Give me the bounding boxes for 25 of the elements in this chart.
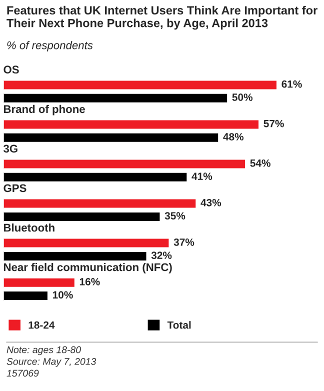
data-label: 41% (192, 172, 212, 180)
y-tick-label: Brand of phone (4, 104, 85, 116)
data-label: 54% (250, 159, 270, 167)
y-tick-label: GPS (4, 184, 26, 192)
y-tick-label: Bluetooth (4, 223, 54, 232)
data-label: 37% (174, 238, 194, 246)
text: 157069 (6, 370, 39, 377)
chart-title: Features that UK Internet Users Think Are Important for Their Next Phone Purchase, by Age, April 2013 (6, 6, 318, 30)
data-label: 35% (164, 212, 186, 220)
data-label: 48% (223, 133, 244, 140)
data-label: 50% (232, 94, 253, 101)
source-note: Source: May 7, 2013 (6, 358, 96, 367)
data-label: 61% (282, 80, 302, 88)
data-label: 32% (151, 252, 172, 260)
data-label: 57% (264, 120, 284, 128)
text: Note: ages 18-80 (6, 346, 81, 356)
y-tick-label: 3G (3, 144, 18, 153)
data-label: 16% (80, 278, 100, 286)
data-label: 10% (52, 291, 73, 299)
chart-subtitle: % of respondents (7, 41, 93, 52)
y-tick-label: OS (4, 66, 19, 74)
legend-label: 18-24 (28, 321, 55, 329)
y-tick-label: Near field communication (NFC) (4, 263, 172, 274)
data-label: 43% (200, 198, 222, 206)
legend-label: Total (167, 321, 191, 329)
